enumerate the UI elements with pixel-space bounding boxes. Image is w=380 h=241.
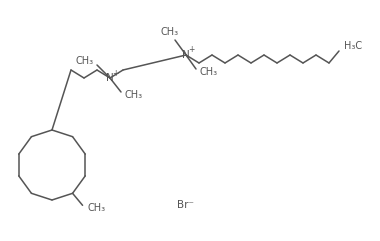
Text: CH₃: CH₃ — [76, 56, 94, 66]
Text: CH₃: CH₃ — [161, 27, 179, 37]
Text: +: + — [112, 68, 118, 78]
Text: H₃C: H₃C — [344, 41, 362, 51]
Text: N: N — [106, 73, 114, 83]
Text: Br⁻: Br⁻ — [176, 200, 193, 210]
Text: CH₃: CH₃ — [200, 67, 218, 77]
Text: CH₃: CH₃ — [87, 203, 106, 213]
Text: +: + — [188, 46, 194, 54]
Text: N: N — [182, 50, 190, 60]
Text: CH₃: CH₃ — [125, 90, 143, 100]
